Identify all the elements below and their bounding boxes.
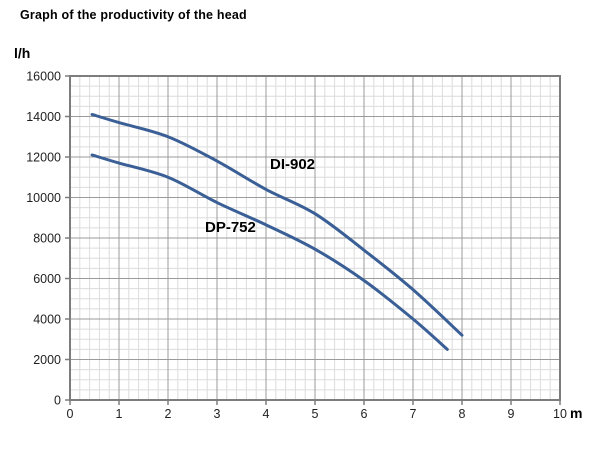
y-axis-unit-label: l/h <box>14 45 31 61</box>
y-tick-label: 14000 <box>26 110 61 124</box>
x-tick-label: 9 <box>508 407 515 421</box>
x-tick-label: 5 <box>312 407 319 421</box>
y-tick-label: 2000 <box>33 353 61 367</box>
x-tick-label: 6 <box>361 407 368 421</box>
series-label-dp752: DP-752 <box>205 219 256 236</box>
y-tick-label: 16000 <box>26 70 61 84</box>
y-tick-label: 10000 <box>26 191 61 205</box>
y-tick-label: 6000 <box>33 272 61 286</box>
series-label-di902: DI-902 <box>270 156 316 173</box>
x-tick-label: 3 <box>214 407 221 421</box>
x-axis-unit-label: m <box>570 405 583 421</box>
x-tick-label: 2 <box>165 407 172 421</box>
y-tick-label: 12000 <box>26 151 61 165</box>
curve-dp-752 <box>90 153 449 351</box>
y-tick-label: 4000 <box>33 313 61 327</box>
curve-di-902 <box>90 112 464 337</box>
y-tick-label: 8000 <box>33 232 61 246</box>
x-tick-label: 0 <box>67 407 74 421</box>
x-tick-label: 1 <box>116 407 123 421</box>
chart-title: Graph of the productivity of the head <box>20 8 247 22</box>
x-tick-label: 10 <box>553 407 567 421</box>
x-tick-label: 7 <box>410 407 417 421</box>
x-tick-label: 4 <box>263 407 270 421</box>
x-tick-label: 8 <box>459 407 466 421</box>
y-tick-label: 0 <box>54 394 61 408</box>
